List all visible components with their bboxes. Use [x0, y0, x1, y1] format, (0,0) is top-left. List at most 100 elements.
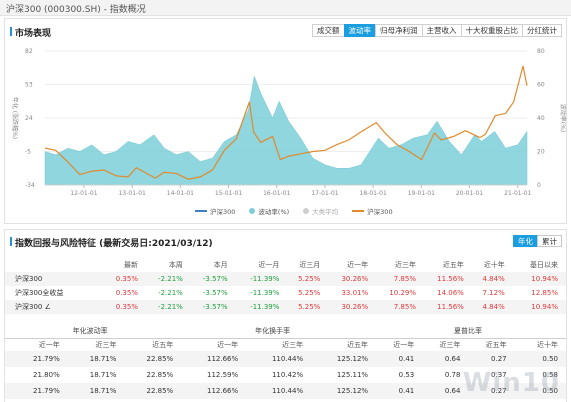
return-cell: -11.39%: [250, 275, 280, 283]
legend-dot-icon: [249, 208, 256, 214]
col-header: 基日以来: [530, 261, 558, 269]
metrics-subheader: 近一年: [38, 340, 60, 349]
return-cell: -3.57%: [202, 289, 228, 297]
metric-cell: 22.85%: [146, 355, 174, 363]
metrics-row: 21.79% 18.71% 22.85% 112.66% 110.44% 125.12% 0…: [5, 351, 566, 367]
return-cell: -2.21%: [158, 275, 183, 283]
market-tabs: 成交额 波动率 归母净利润 主营收入 十大权重股占比 分红统计: [312, 24, 562, 37]
metrics-subheader: 近一年: [217, 340, 239, 349]
x-tick-label: 15-01-01: [215, 190, 242, 197]
market-performance-panel: 市场表现 成交额 波动率 归母净利润 主营收入 十大权重股占比 分红统计 82 5…: [4, 18, 567, 224]
col-header: 近五年: [442, 261, 464, 269]
metric-cell: 112.66%: [207, 387, 239, 395]
metric-cell: 125.11%: [336, 371, 369, 379]
return-cell: -2.21%: [158, 289, 183, 297]
return-cell: -2.21%: [158, 303, 183, 311]
page-header: 沪深300 (000300.SH) - 指数概况: [0, 0, 571, 16]
metrics-group-row: 年化波动率 年化换手率 夏普比率: [5, 324, 566, 339]
col-header: 近三年: [395, 261, 416, 269]
metrics-row: 21.79% 18.71% 22.85% 112.66% 110.44% 125.12% 0…: [5, 383, 566, 399]
toggle-cumulative[interactable]: 累计: [537, 235, 562, 247]
col-header: 近一月: [258, 261, 280, 269]
legend-item-index-line[interactable]: 沪深300: [352, 206, 393, 216]
x-tick-label: 13-01-01: [119, 190, 146, 197]
metric-cell: 0.41: [398, 387, 415, 395]
metrics-subheader: 近三年: [439, 340, 461, 349]
metric-cell: 0.53: [398, 371, 415, 379]
metrics-row: 21.80% 18.71% 22.85% 112.59% 110.42% 125.11% 0…: [5, 367, 566, 383]
metric-cell: 125.12%: [336, 387, 369, 395]
return-cell: 4.84%: [482, 303, 505, 311]
col-header: 近十年: [483, 261, 505, 269]
x-tick-label: 14-01-01: [167, 190, 194, 197]
return-cell: 11.56%: [437, 303, 464, 311]
metric-cell: 0.64: [444, 387, 461, 395]
risk-metrics-table: 年化波动率 年化换手率 夏普比率 近一年 近三年 近五年 近一年 近三年 近五年 近一年 近三…: [5, 324, 566, 399]
y-left-tick-label: -34: [25, 182, 35, 189]
toggle-annualized[interactable]: 年化: [513, 235, 538, 247]
metric-cell: 110.44%: [271, 387, 304, 395]
market-section-title: 市场表现: [9, 26, 51, 39]
metrics-subheader: 近五年: [485, 340, 507, 349]
return-cell: 5.25%: [298, 289, 321, 297]
row-label: 沪深300: [15, 275, 43, 283]
col-header: 本周: [168, 261, 183, 269]
legend-item-index[interactable]: 沪深300: [195, 206, 235, 216]
returns-row: 沪深300全收益 0.35% -2.21% -3.57% -11.39% 5.25% 33.…: [5, 286, 566, 300]
volatility-chart: 82 53 24 -5 -34 80 60 40 20 0 年化 (涨跌幅%) 波动率(%) 12-01…: [11, 48, 567, 197]
return-cell: 10.29%: [389, 289, 416, 297]
metric-cell: 0.50: [542, 387, 558, 395]
tab-net-profit[interactable]: 归母净利润: [375, 24, 423, 37]
metric-cell: 110.44%: [271, 355, 304, 363]
metric-cell: 21.79%: [33, 387, 60, 395]
metrics-subheader: 近五年: [152, 340, 174, 349]
legend-item-volatility[interactable]: 波动率(%): [249, 206, 289, 216]
metric-cell: 21.79%: [33, 355, 60, 363]
return-cell: 30.26%: [341, 275, 369, 283]
returns-header-row: 最新 本周 本月 近一月 近三月 近一年 近三年 近五年 近十年 基日以来: [5, 258, 566, 272]
y-left-tick-label: 24: [25, 115, 33, 122]
metric-cell: 18.71%: [89, 387, 117, 395]
return-cell: 12.85%: [531, 289, 558, 297]
col-header: [5, 258, 99, 272]
metric-cell: 112.59%: [207, 371, 239, 379]
group-header-sharpe: 夏普比率: [370, 324, 566, 339]
metric-cell: 0.58: [542, 371, 558, 379]
latest-trade-date: (最新交易日:2021/03/12): [99, 239, 213, 249]
y-left-tick-label: -5: [25, 149, 31, 156]
tab-dividend[interactable]: 分红统计: [522, 24, 562, 37]
metric-cell: 0.27: [491, 387, 507, 395]
chart-legend: 沪深300 波动率(%) 大类平均 沪深300: [195, 206, 407, 216]
y-left-tick-label: 82: [25, 48, 33, 55]
row-label: 沪深300全收益: [15, 289, 64, 297]
return-cell: -3.57%: [202, 275, 228, 283]
metric-cell: 18.71%: [89, 355, 117, 363]
col-header: 近三月: [299, 261, 321, 269]
metric-cell: 112.66%: [207, 355, 239, 363]
risk-return-panel: 指数回报与风险特征 (最新交易日:2021/03/12) 年化 累计 最新 本周…: [4, 229, 567, 402]
return-cell: -3.57%: [202, 303, 228, 311]
return-cell: 10.94%: [531, 303, 558, 311]
return-cell: 30.26%: [341, 303, 369, 311]
metric-cell: 0.64: [444, 355, 461, 363]
return-cell: 5.25%: [298, 303, 321, 311]
return-cell: 11.56%: [437, 275, 464, 283]
metric-cell: 0.37: [491, 371, 507, 379]
return-cell: 7.12%: [482, 289, 505, 297]
metric-cell: 0.27: [491, 355, 507, 363]
returns-row: 沪深300 0.35% -2.21% -3.57% -11.39% 5.25% 30.26%…: [5, 272, 566, 286]
legend-item-category-avg[interactable]: 大类平均: [303, 206, 338, 216]
return-cell: 0.35%: [115, 303, 138, 311]
risk-section-title: 指数回报与风险特征 (最新交易日:2021/03/12): [10, 236, 213, 249]
x-tick-label: 21-01-01: [504, 190, 531, 197]
metrics-subheader: 近五年: [347, 340, 369, 349]
returns-table: 最新 本周 本月 近一月 近三月 近一年 近三年 近五年 近十年 基日以来 沪深…: [5, 258, 566, 314]
col-header: 本月: [213, 261, 228, 269]
metric-cell: 0.78: [444, 371, 461, 379]
metrics-subheader: 近一年: [393, 340, 415, 349]
watermark: Win10: [462, 368, 560, 398]
legend-line-icon: [352, 210, 365, 212]
tab-turnover[interactable]: 成交额: [312, 24, 345, 37]
period-toggle: 年化 累计: [513, 235, 562, 247]
return-cell: 7.85%: [393, 303, 416, 311]
